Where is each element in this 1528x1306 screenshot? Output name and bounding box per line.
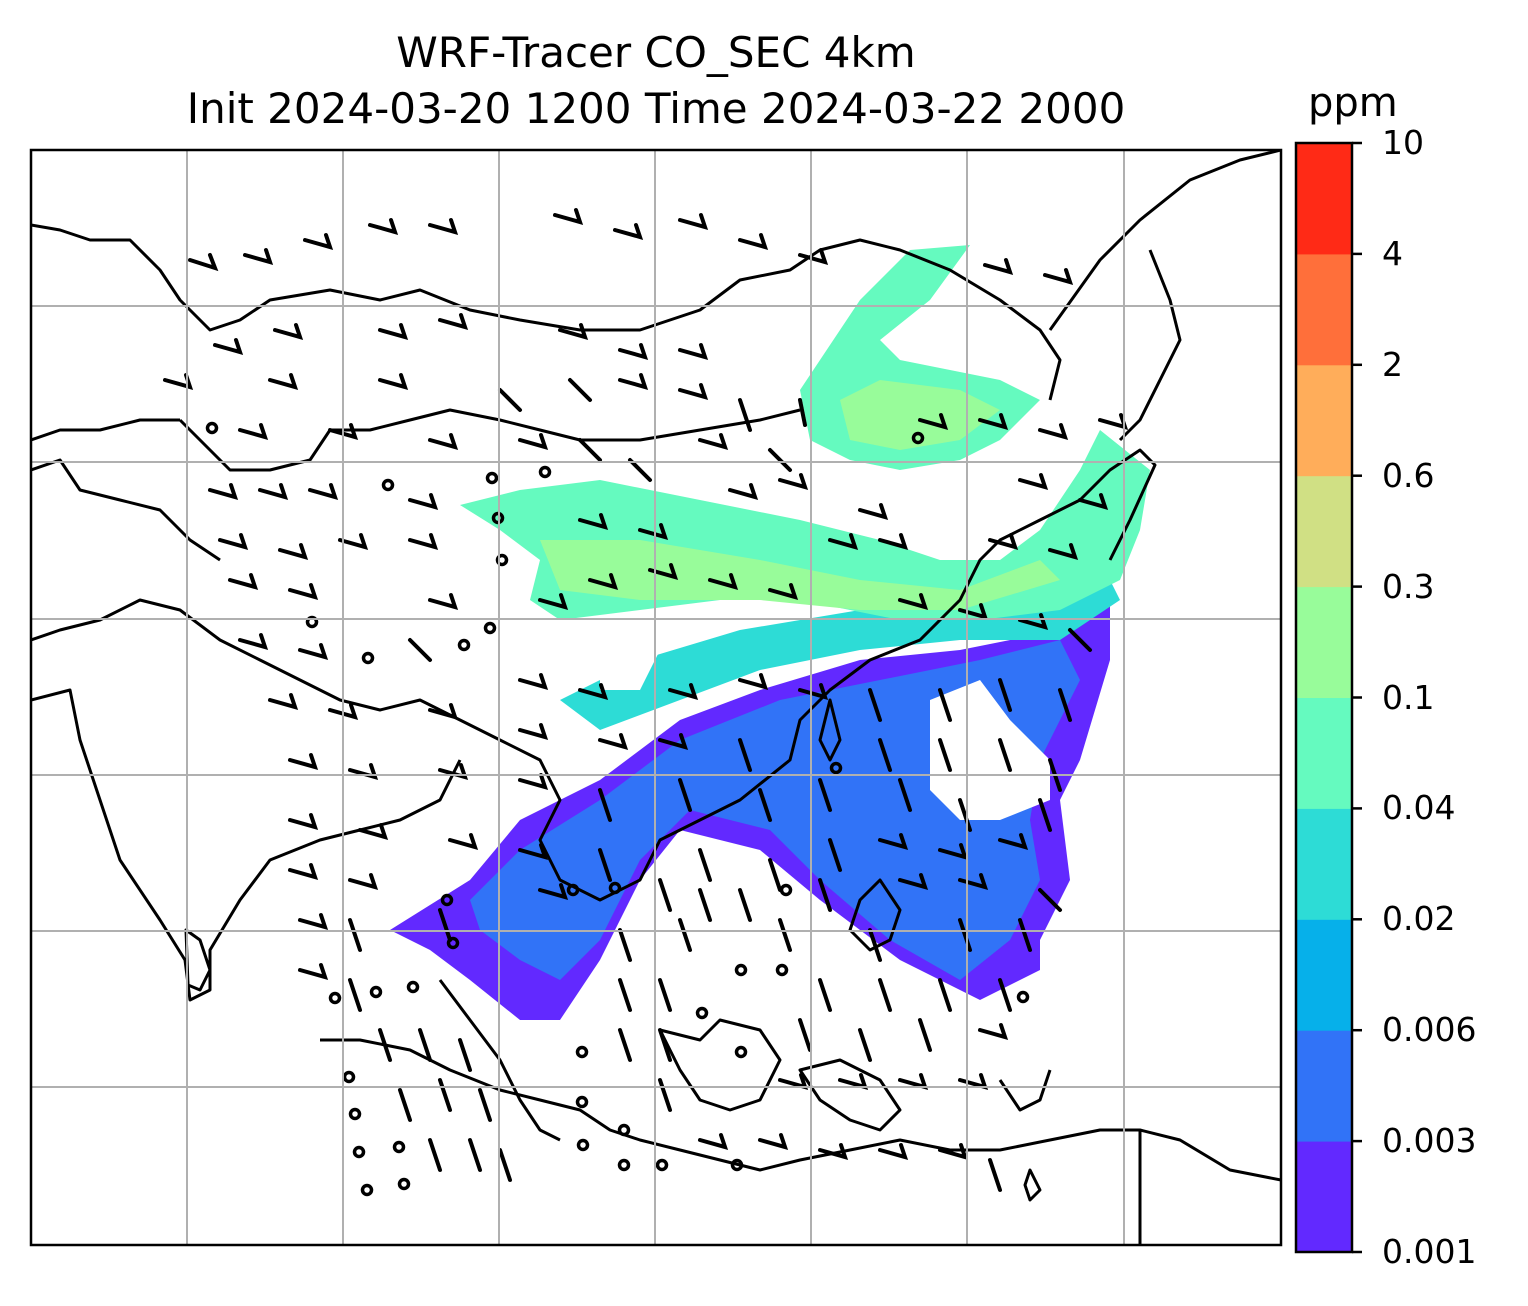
colorbar-segment <box>1296 919 1352 1031</box>
graticule <box>31 150 1281 1245</box>
map-area <box>31 150 1281 1245</box>
colorbar-tick-label: 0.006 <box>1382 1010 1477 1050</box>
plume-gap-east <box>930 680 1050 820</box>
colorbar-frame <box>1294 141 1354 1254</box>
colorbar-tick-label: 0.6 <box>1382 455 1435 495</box>
tracer-plume <box>390 245 1150 1020</box>
plume-band-0.006 <box>470 640 1080 980</box>
colorbar-segment <box>1296 143 1352 255</box>
colorbar-tick-label: 0.02 <box>1382 899 1456 939</box>
colorbar-tick-label: 10 <box>1382 123 1424 162</box>
colorbar-tick-label: 0.1 <box>1382 677 1435 717</box>
plume-band-0.1 <box>540 540 1060 610</box>
colorbar-segment <box>1296 697 1352 809</box>
colorbar <box>1296 141 1362 1254</box>
map-title-line1: WRF-Tracer CO_SEC 4km <box>396 28 916 77</box>
colorbar-segment <box>1296 808 1352 920</box>
colorbar-segment <box>1296 1141 1352 1253</box>
wind-barbs <box>163 208 1129 1192</box>
map-frame <box>29 148 1283 1247</box>
colorbar-segment <box>1296 586 1352 698</box>
colorbar-segment <box>1296 475 1352 588</box>
plume-band-0.1-north <box>840 380 1000 450</box>
colorbar-tick-label: 0.04 <box>1382 788 1456 828</box>
colorbar-unit-label: ppm <box>1308 80 1398 126</box>
colorbar-tick-label: 2 <box>1382 344 1403 384</box>
colorbar-tick-label: 4 <box>1382 233 1403 273</box>
colorbar-segment <box>1296 1030 1352 1142</box>
colorbar-segment <box>1296 253 1352 366</box>
colorbar-tick-label: 0.3 <box>1382 566 1435 606</box>
colorbar-tick-label: 0.003 <box>1382 1121 1477 1161</box>
colorbar-segment <box>1296 364 1352 477</box>
calm-wind-markers <box>205 421 1030 1197</box>
plume-gap-bay <box>600 620 660 690</box>
colorbar-tick-label: 0.001 <box>1382 1232 1477 1271</box>
map-title-line2: Init 2024-03-20 1200 Time 2024-03-22 200… <box>186 84 1126 133</box>
